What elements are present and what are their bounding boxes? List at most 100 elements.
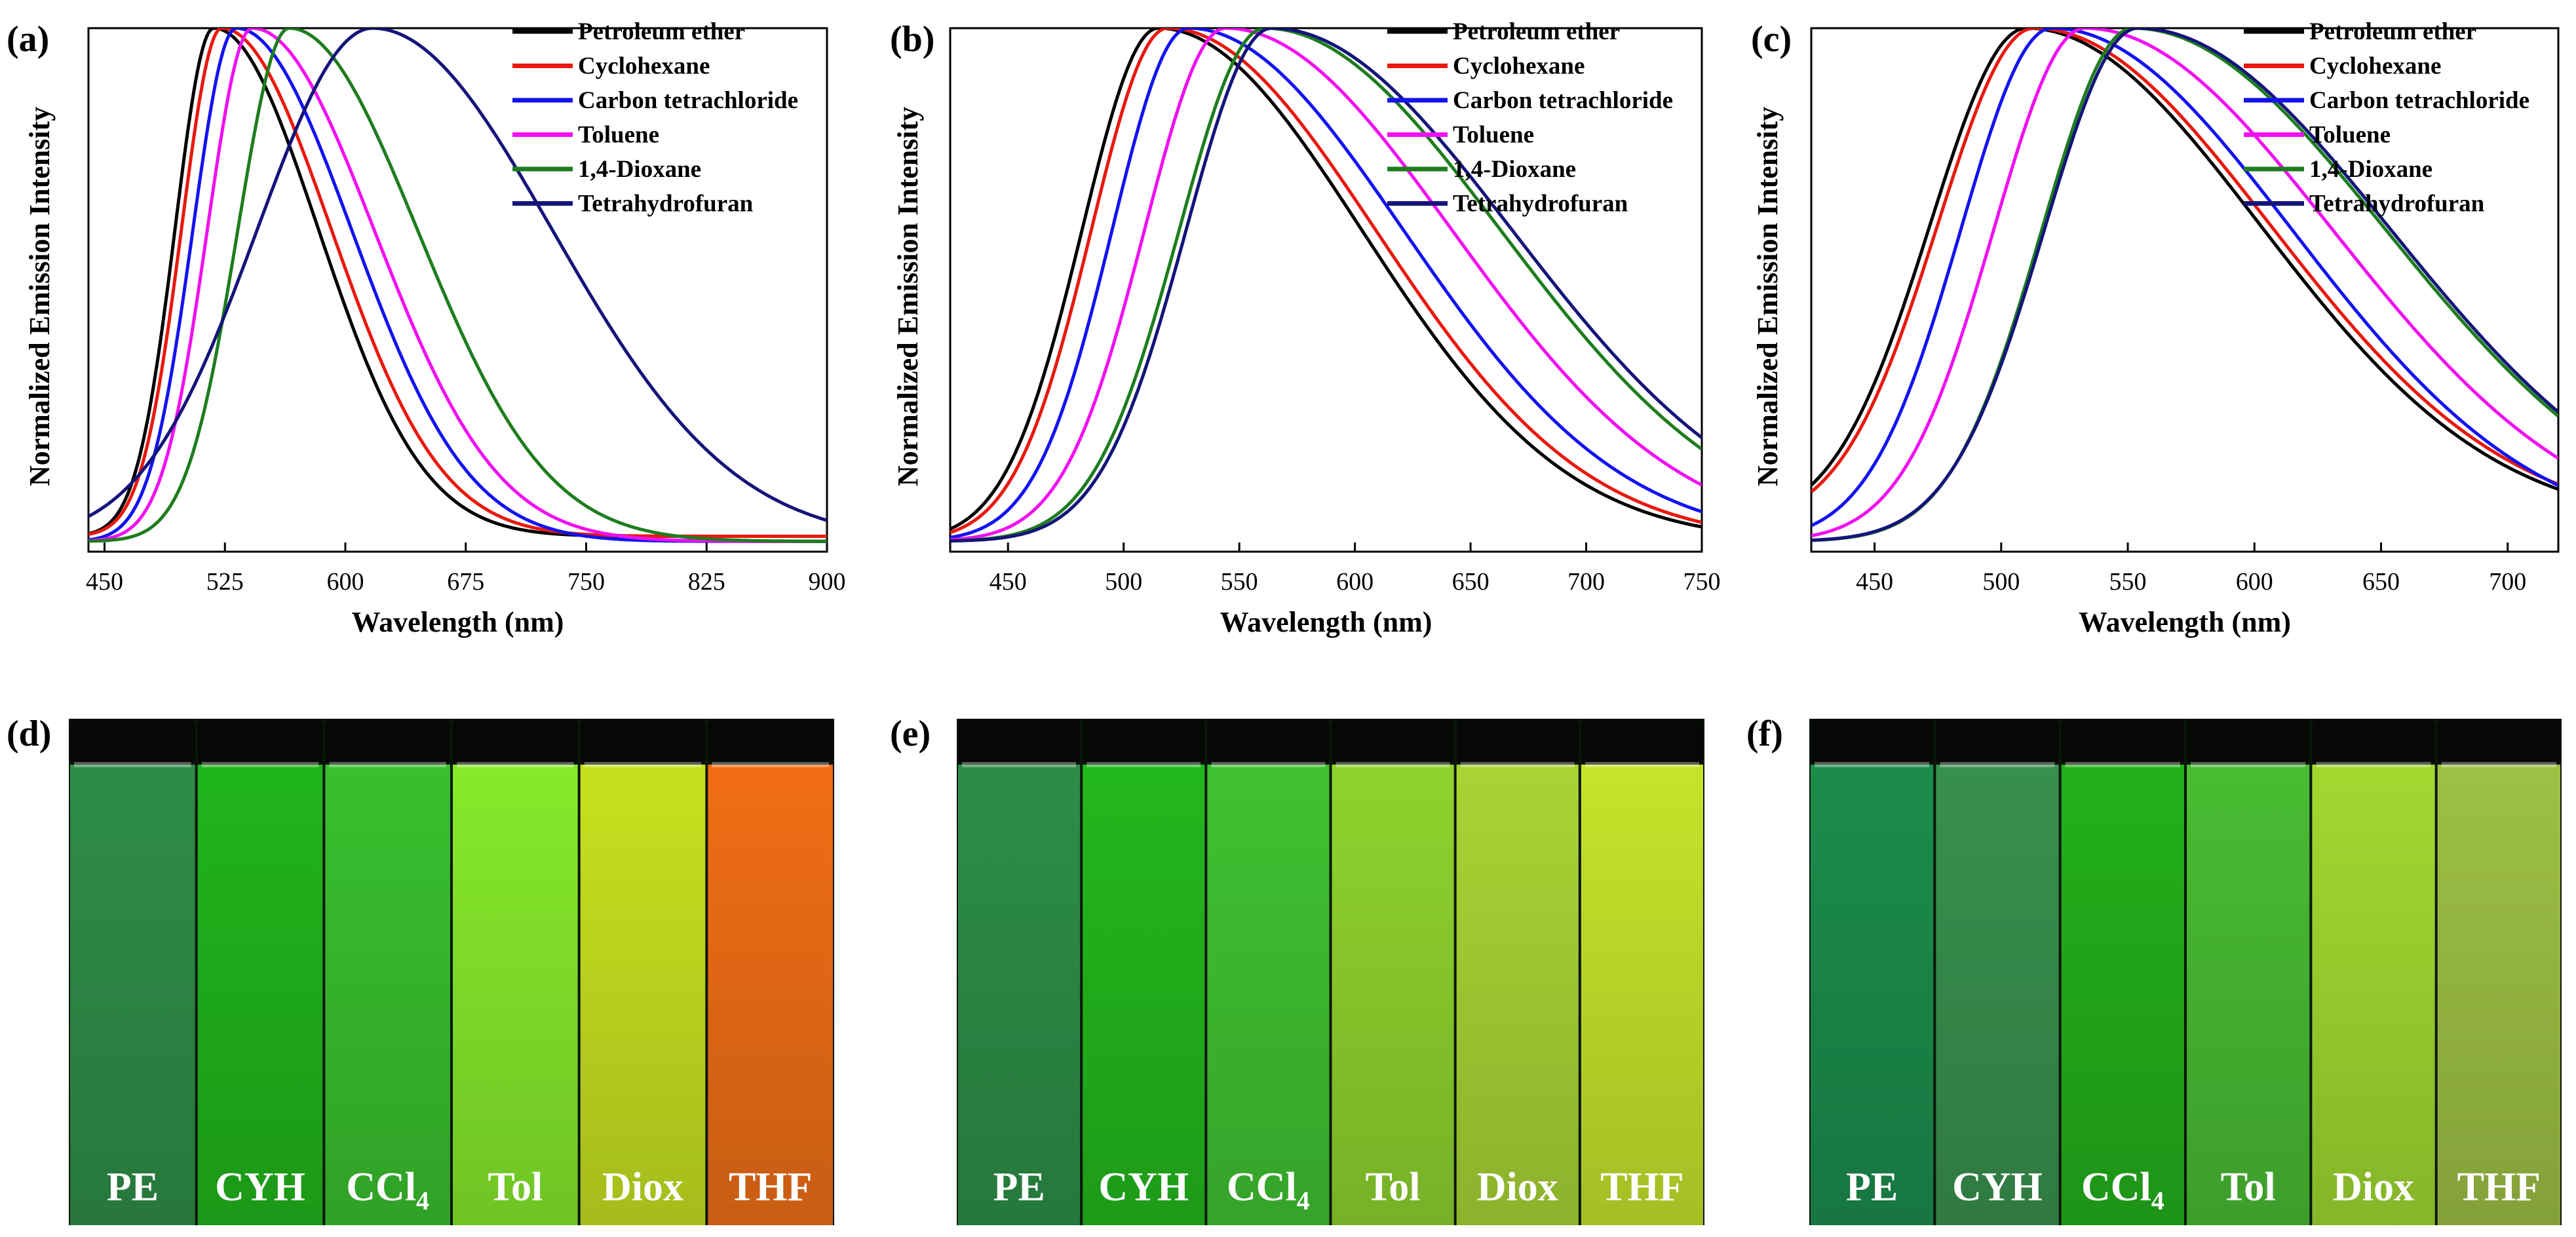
legend-label: 1,4-Dioxane bbox=[1453, 156, 1576, 183]
x-tick-label: 600 bbox=[327, 568, 364, 596]
chart-panel: (c) 450 500 550 600 650 700 Wavelength (nm) Norm… bbox=[1751, 18, 2560, 638]
legend-label: Petroleum ether bbox=[578, 18, 745, 45]
vial-liquid bbox=[2187, 765, 2310, 1225]
legend-label: Cyclohexane bbox=[578, 53, 710, 80]
vial-meniscus bbox=[584, 762, 702, 767]
vial-cap bbox=[1332, 719, 1454, 765]
axes-frame bbox=[1810, 27, 2560, 553]
vial-label: PE bbox=[993, 1165, 1045, 1209]
legend-label: Petroleum ether bbox=[2309, 18, 2476, 45]
vial-label: THF bbox=[2457, 1165, 2541, 1209]
x-tick-label: 650 bbox=[1452, 568, 1490, 596]
series-line bbox=[950, 28, 1702, 531]
vial-liquid bbox=[1581, 765, 1703, 1225]
vial-liquid bbox=[1332, 765, 1454, 1225]
panel-label: (c) bbox=[1751, 19, 1792, 60]
series-line bbox=[1811, 28, 2558, 542]
vial-meniscus bbox=[1211, 762, 1326, 767]
x-tick-label: 450 bbox=[1856, 568, 1893, 596]
series-line bbox=[950, 28, 1702, 535]
legend-label: Carbon tetrachloride bbox=[1453, 87, 1673, 114]
vial-liquid bbox=[70, 765, 195, 1225]
vial-photo-panel: (e) PE CYH CCl4 Tol Diox THF bbox=[890, 714, 1704, 1225]
x-tick-label: 525 bbox=[206, 568, 244, 596]
series-line bbox=[1811, 28, 2558, 493]
vial-liquid bbox=[1811, 765, 1934, 1225]
vial-liquid bbox=[325, 765, 450, 1225]
vial-label: CYH bbox=[1952, 1165, 2043, 1209]
x-tick-label: 700 bbox=[1567, 568, 1605, 596]
vial-label: THF bbox=[729, 1165, 812, 1209]
vial-photo-panel: (d) PE CYH CCl4 Tol Diox THF bbox=[7, 714, 834, 1225]
legend-label: 1,4-Dioxane bbox=[2309, 156, 2432, 183]
x-tick-label: 750 bbox=[567, 568, 605, 596]
series-line bbox=[1811, 28, 2558, 538]
x-tick-label: 450 bbox=[86, 568, 123, 596]
legend-label: Toluene bbox=[578, 122, 659, 149]
x-axis-title: Wavelength (nm) bbox=[1220, 606, 1432, 638]
vial-meniscus bbox=[2316, 762, 2431, 767]
vial-liquid bbox=[580, 765, 706, 1225]
vial-photo-panel: (f) PE CYH CCl4 Tol Diox THF bbox=[1746, 714, 2562, 1225]
legend-label: Tetrahydrofuran bbox=[1453, 191, 1628, 218]
vial-meniscus bbox=[2191, 762, 2306, 767]
series-line bbox=[950, 28, 1702, 543]
vial-liquid bbox=[1207, 765, 1330, 1225]
vial-cap bbox=[1581, 719, 1703, 765]
x-axis-title: Wavelength (nm) bbox=[2079, 606, 2291, 638]
vial-meniscus bbox=[1940, 762, 2055, 767]
series-line bbox=[88, 28, 827, 543]
y-axis-title: Normalized Emission Intensity bbox=[1752, 107, 1784, 486]
vial-label-subscript: 4 bbox=[2151, 1186, 2164, 1215]
legend-label: Cyclohexane bbox=[1453, 53, 1585, 80]
vial-liquid bbox=[2312, 765, 2435, 1225]
series-line bbox=[950, 28, 1702, 542]
chart-panel: (a) 450 525 600 675 750 825 900 Wavelength (nm) N… bbox=[7, 18, 846, 638]
vial-cap bbox=[453, 719, 578, 765]
vial-label: CCl4 bbox=[346, 1165, 429, 1215]
x-tick-label: 650 bbox=[2362, 568, 2400, 596]
legend-label: Carbon tetrachloride bbox=[578, 87, 798, 114]
vial-cap bbox=[70, 719, 195, 765]
vial-label: Diox bbox=[2333, 1165, 2414, 1209]
panel-label: (d) bbox=[7, 714, 51, 754]
panel-label: (a) bbox=[7, 19, 49, 60]
vial-cap bbox=[2437, 719, 2560, 765]
vial-meniscus bbox=[329, 762, 446, 767]
series-line bbox=[950, 28, 1702, 542]
vial-cap bbox=[2187, 719, 2310, 765]
vial-meniscus bbox=[962, 762, 1077, 767]
vial-meniscus bbox=[1815, 762, 1930, 767]
x-tick-label: 825 bbox=[688, 568, 725, 596]
vial-label: CYH bbox=[1098, 1165, 1189, 1209]
vial-label: CCl4 bbox=[1227, 1165, 1310, 1215]
vial-meniscus bbox=[74, 762, 191, 767]
vial-label-subscript: 4 bbox=[416, 1186, 429, 1215]
vial-cap bbox=[1936, 719, 2059, 765]
vial-meniscus bbox=[2065, 762, 2180, 767]
vial-cap bbox=[1207, 719, 1330, 765]
series-line bbox=[88, 28, 827, 538]
vial-meniscus bbox=[1460, 762, 1575, 767]
vial-liquid bbox=[453, 765, 578, 1225]
panel-label: (e) bbox=[890, 714, 931, 754]
vial-cap bbox=[1811, 719, 1934, 765]
vial-label-subscript: 4 bbox=[1297, 1186, 1310, 1215]
x-tick-label: 700 bbox=[2489, 568, 2526, 596]
y-axis-title: Normalized Emission Intensity bbox=[24, 107, 56, 486]
x-tick-label: 550 bbox=[1221, 568, 1258, 596]
vial-liquid bbox=[2061, 765, 2184, 1225]
axes-frame bbox=[87, 27, 828, 553]
vial-cap bbox=[325, 719, 450, 765]
vial-liquid bbox=[1456, 765, 1579, 1225]
chart-panel: (b) 450 500 550 600 650 700 750 Wavelength (nm) N… bbox=[890, 18, 1721, 638]
x-tick-label: 500 bbox=[1105, 568, 1142, 596]
vial-liquid bbox=[1083, 765, 1205, 1225]
vial-cap bbox=[2312, 719, 2435, 765]
vial-label: Tol bbox=[2221, 1165, 2276, 1209]
vial-liquid bbox=[708, 765, 833, 1225]
vial-liquid bbox=[958, 765, 1081, 1225]
vial-meniscus bbox=[712, 762, 829, 767]
series-line bbox=[950, 28, 1702, 539]
